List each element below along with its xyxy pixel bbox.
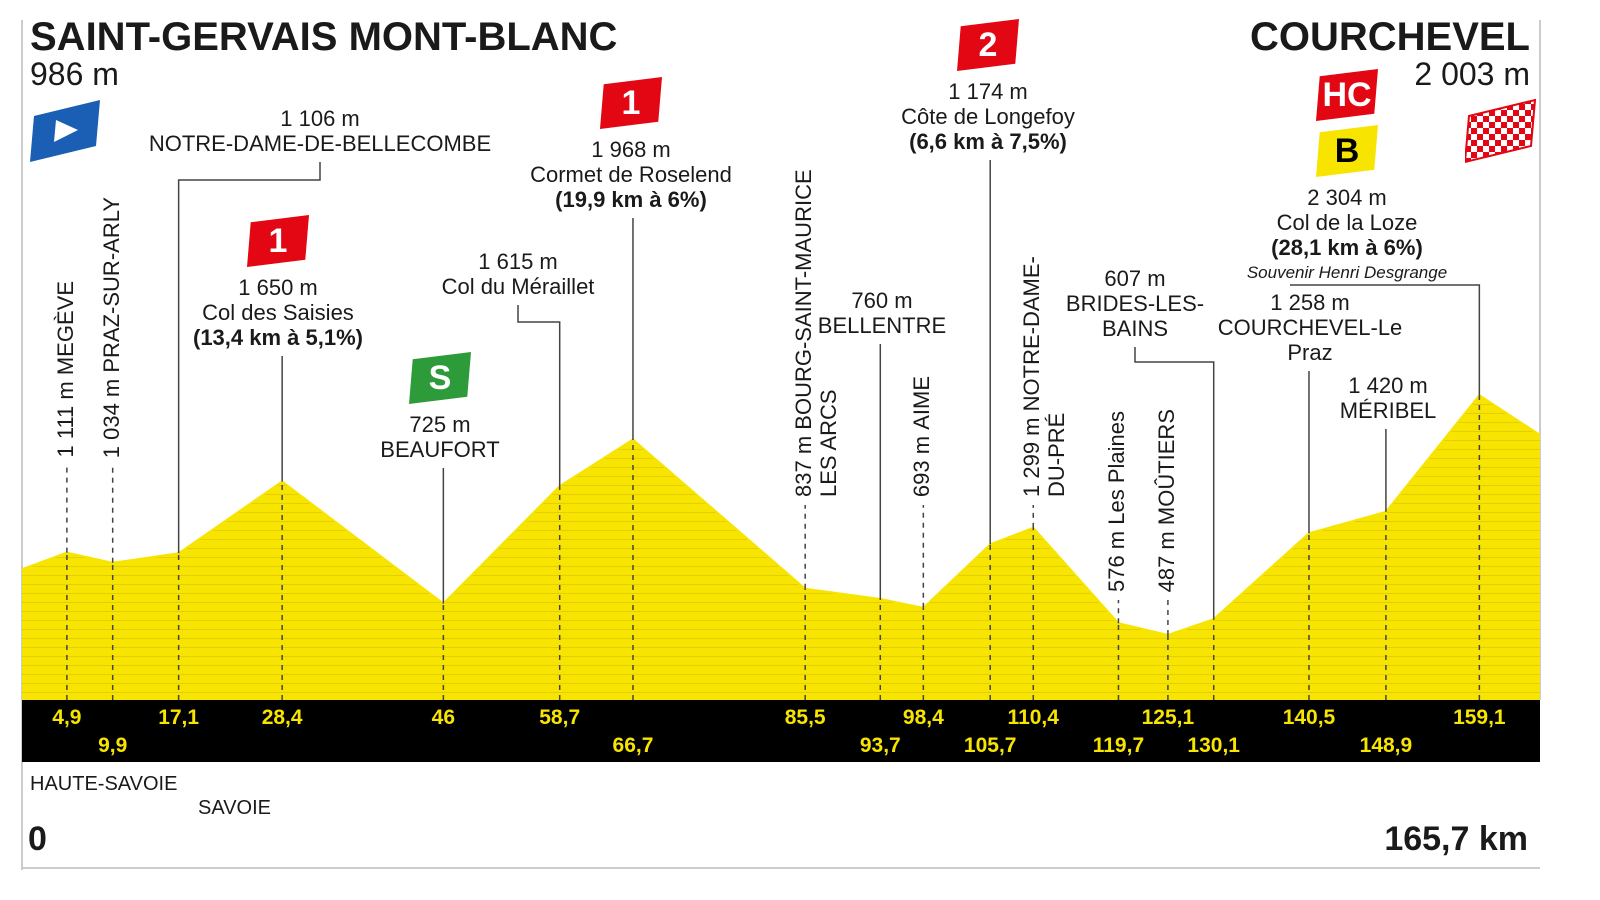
km-label: 159,1 xyxy=(1453,706,1506,729)
total-distance: 165,7 km xyxy=(1384,820,1528,858)
waypoint-label: 1 111 m MEGÈVE xyxy=(53,281,78,458)
elevation: 2 304 m xyxy=(1307,185,1387,210)
km-label: 66,7 xyxy=(612,734,654,757)
climb-badge: S xyxy=(409,352,471,404)
elevation: 1 106 m xyxy=(280,106,360,131)
start-flag xyxy=(30,100,100,162)
climb-detail: (13,4 km à 5,1%) xyxy=(193,325,363,350)
label-leader xyxy=(517,305,561,487)
place-name: Côte de Longefoy xyxy=(901,104,1075,129)
place-name: Col de la Loze xyxy=(1276,210,1418,235)
place-name: BEAUFORT xyxy=(380,437,500,462)
waypoint-label: 693 m AIME xyxy=(909,376,934,497)
elevation: 1 034 m xyxy=(98,378,124,459)
km-label: 85,5 xyxy=(784,706,826,729)
climb-detail: (6,6 km à 7,5%) xyxy=(909,129,1067,154)
place-name: MOÛTIERS xyxy=(1153,409,1179,526)
label-leader xyxy=(1134,347,1215,620)
elevation: 1 650 m xyxy=(238,275,318,300)
label-leader xyxy=(1290,284,1481,396)
profile-fill xyxy=(22,395,1540,700)
place-name: MEGÈVE xyxy=(52,281,78,376)
elevation: 1 111 m xyxy=(52,381,78,458)
distance-bar xyxy=(22,700,1540,762)
place-name: AIME xyxy=(909,376,935,430)
elevation: 487 m xyxy=(1153,531,1179,593)
waypoint-label: 1 968 m Cormet de Roselend (19,9 km à 6%) xyxy=(471,137,791,212)
waypoint-label: 607 m BRIDES-LES-BAINS xyxy=(1065,266,1205,341)
km-label: 119,7 xyxy=(1092,734,1145,757)
km-label: 148,9 xyxy=(1359,734,1413,757)
climb-note: Souvenir Henri Desgrange xyxy=(1246,263,1448,282)
km-label: 28,4 xyxy=(261,706,303,729)
place-name: Cormet de Roselend xyxy=(530,162,732,187)
finish-elevation: 2 003 m xyxy=(1414,56,1530,92)
climb-detail: (28,1 km à 6%) xyxy=(1271,235,1423,260)
km-label: 110,4 xyxy=(1007,706,1059,729)
km-label: 125,1 xyxy=(1141,706,1195,729)
km-label: 93,7 xyxy=(859,734,901,757)
place-name: BRIDES-LES-BAINS xyxy=(1065,291,1205,341)
km-label: 130,1 xyxy=(1187,734,1240,757)
waypoint-label: 725 m BEAUFORT xyxy=(280,412,600,462)
km-label: 46 xyxy=(431,706,456,729)
elevation: 607 m xyxy=(1104,266,1166,291)
place-name: NOTRE-DAME-DE-BELLECOMBE xyxy=(148,131,492,156)
km-label: 17,1 xyxy=(158,706,200,729)
profile-line xyxy=(21,393,1541,637)
climb-badge: 2 xyxy=(957,19,1019,71)
finish-name: COURCHEVEL xyxy=(1249,15,1530,59)
waypoint-label: 2 304 m Col de la Loze (28,1 km à 6%) Souve… xyxy=(1137,185,1557,285)
elevation: 693 m xyxy=(909,435,935,498)
elevation: 576 m xyxy=(1104,530,1130,593)
km-label: 58,7 xyxy=(539,706,581,729)
elevation: 1 258 m xyxy=(1270,290,1350,315)
km-label: 105,7 xyxy=(963,734,1017,757)
elevation: 1 615 m xyxy=(478,249,558,274)
elevation: 1 174 m xyxy=(948,79,1028,104)
waypoint-label: 1 615 m Col du Méraillet xyxy=(358,249,678,299)
region-label: HAUTE-SAVOIE xyxy=(30,773,178,795)
place-name: MÉRIBEL xyxy=(1339,398,1437,423)
waypoint-label: 576 m Les Plaines xyxy=(1104,411,1129,592)
waypoint-label: 1 106 m NOTRE-DAME-DE-BELLECOMBE xyxy=(110,106,530,156)
elevation: 725 m xyxy=(409,412,471,437)
waypoint-label: 760 m BELLENTRE xyxy=(722,288,1042,338)
waypoint-label: 487 m MOÛTIERS xyxy=(1154,409,1179,592)
km-label: 9,9 xyxy=(98,734,128,757)
climb-badge: 1 xyxy=(600,77,662,129)
km-label: 4,9 xyxy=(52,706,82,729)
km-label: 98,4 xyxy=(902,706,944,729)
waypoint-label: 1 299 m NOTRE-DAME-DU-PRÉ xyxy=(1019,222,1069,497)
waypoint-label: 1 258 m COURCHEVEL-Le Praz xyxy=(1215,290,1405,365)
start-name: SAINT-GERVAIS MONT-BLANC xyxy=(30,15,618,59)
waypoint-label: 1 174 m Côte de Longefoy (6,6 km à 7,5%) xyxy=(828,79,1148,154)
place-name: Col du Méraillet xyxy=(441,274,595,299)
finish-flag xyxy=(1465,98,1537,164)
elevation: 837 m xyxy=(791,435,817,497)
place-name: Les Plaines xyxy=(1104,411,1130,525)
elevation: 1 968 m xyxy=(591,137,671,162)
place-name: Col des Saisies xyxy=(202,300,354,325)
climb-detail: (19,9 km à 6%) xyxy=(555,187,707,212)
elevation: 1 299 m xyxy=(1019,417,1045,498)
start-distance: 0 xyxy=(28,820,47,858)
waypoint-label: 1 420 m MÉRIBEL xyxy=(1228,373,1548,423)
elevation: 760 m xyxy=(851,288,913,313)
climb-badge: 1 xyxy=(247,215,309,267)
start-elevation: 986 m xyxy=(30,56,119,92)
place-name: BELLENTRE xyxy=(817,313,947,338)
place-name: PRAZ-SUR-ARLY xyxy=(98,197,124,373)
climb-badge: B xyxy=(1316,125,1378,177)
waypoint-label: 1 650 m Col des Saisies (13,4 km à 5,1%) xyxy=(193,275,363,350)
waypoint-label: 1 034 m PRAZ-SUR-ARLY xyxy=(99,197,124,458)
climb-badge: HC xyxy=(1316,69,1378,121)
label-leader xyxy=(177,162,321,554)
region-label: SAVOIE xyxy=(198,797,271,819)
elevation: 1 420 m xyxy=(1348,373,1428,398)
place-name: COURCHEVEL-Le Praz xyxy=(1217,315,1403,365)
km-label: 140,5 xyxy=(1282,706,1336,729)
